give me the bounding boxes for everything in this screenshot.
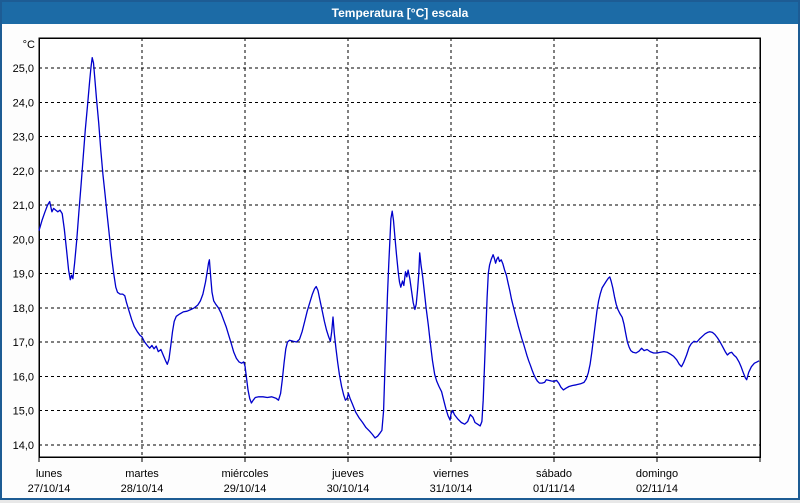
plot-border — [38, 37, 761, 458]
window-title: Temperatura [°C] escala — [331, 6, 469, 20]
day-name-label: domingo — [636, 468, 678, 480]
y-tick-label: 19,0 — [13, 269, 34, 281]
y-tick-label: 24,0 — [13, 97, 34, 109]
titlebar: Temperatura [°C] escala — [2, 2, 798, 24]
day-name-label: sábado — [536, 468, 572, 480]
day-date-label: 27/10/14 — [28, 483, 71, 495]
day-name-label: lunes — [36, 468, 63, 480]
y-tick-label: 16,0 — [13, 371, 34, 383]
temperature-line — [38, 57, 760, 439]
y-tick-label: 22,0 — [13, 166, 34, 178]
day-date-label: 29/10/14 — [224, 483, 267, 495]
day-date-label: 30/10/14 — [327, 483, 370, 495]
day-name-label: miércoles — [221, 468, 269, 480]
day-date-label: 28/10/14 — [121, 483, 164, 495]
day-date-label: 31/10/14 — [430, 483, 473, 495]
day-name-label: martes — [125, 468, 159, 480]
plot-background — [39, 38, 760, 457]
day-name-label: jueves — [331, 468, 364, 480]
day-date-label: 02/11/14 — [636, 483, 678, 495]
y-tick-label: 20,0 — [13, 234, 34, 246]
y-tick-label: 21,0 — [13, 200, 34, 212]
chart-container: 25,0 24,0 23,0 22,0 21,0 20,0 19,0 18,0 17,0 16,0… — [2, 24, 798, 498]
day-date-label: 01/11/14 — [533, 483, 575, 495]
y-tick-label: 14,0 — [13, 440, 34, 452]
y-tick-label: 18,0 — [13, 303, 34, 315]
y-tick-label: 23,0 — [13, 132, 34, 144]
temperature-chart[interactable]: 25,0 24,0 23,0 22,0 21,0 20,0 19,0 18,0 17,0 16,0… — [2, 24, 798, 498]
y-tick-label: 25,0 — [13, 63, 34, 75]
y-tick-label: 17,0 — [13, 337, 34, 349]
y-axis-unit-label: °C — [23, 39, 35, 51]
y-tick-label: 15,0 — [13, 406, 34, 418]
day-name-label: viernes — [433, 468, 469, 480]
